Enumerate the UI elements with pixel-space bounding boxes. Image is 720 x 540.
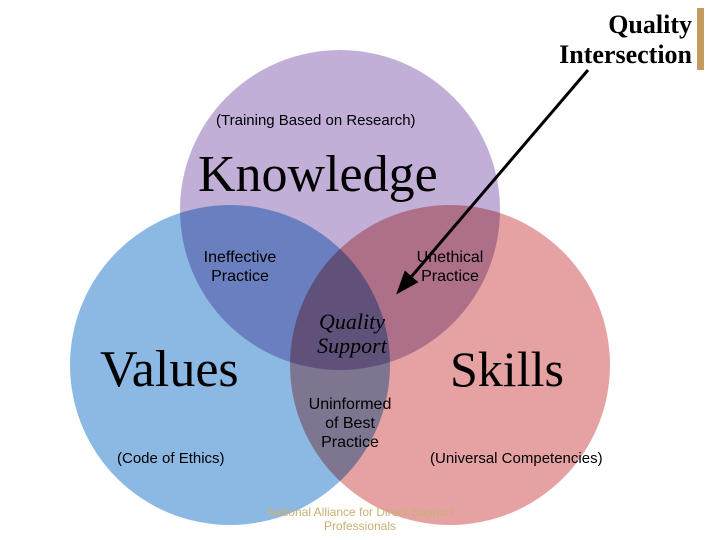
values-subtitle: (Code of Ethics): [117, 450, 225, 467]
footer-line2: Professionals: [324, 519, 396, 533]
skills-subtitle: (Universal Competencies): [430, 450, 603, 467]
knowledge-subtitle: (Training Based on Research): [216, 112, 416, 129]
center-label: Quality Support: [302, 310, 402, 358]
title-line1: Quality: [608, 10, 692, 39]
knowledge-label: Knowledge: [198, 145, 438, 204]
page-title: Quality Intersection: [559, 10, 692, 70]
values-label: Values: [100, 340, 239, 399]
accent-bar: [697, 8, 704, 70]
title-line2: Intersection: [559, 40, 692, 69]
footer-credit: National Alliance for Direct Support Pro…: [0, 506, 720, 534]
ineffective-label: Ineffective Practice: [190, 248, 290, 286]
uninformed-label: Uninformed of Best Practice: [300, 395, 400, 453]
unethical-label: Unethical Practice: [400, 248, 500, 286]
footer-line1: National Alliance for Direct Support: [267, 505, 453, 519]
skills-label: Skills: [450, 340, 564, 398]
